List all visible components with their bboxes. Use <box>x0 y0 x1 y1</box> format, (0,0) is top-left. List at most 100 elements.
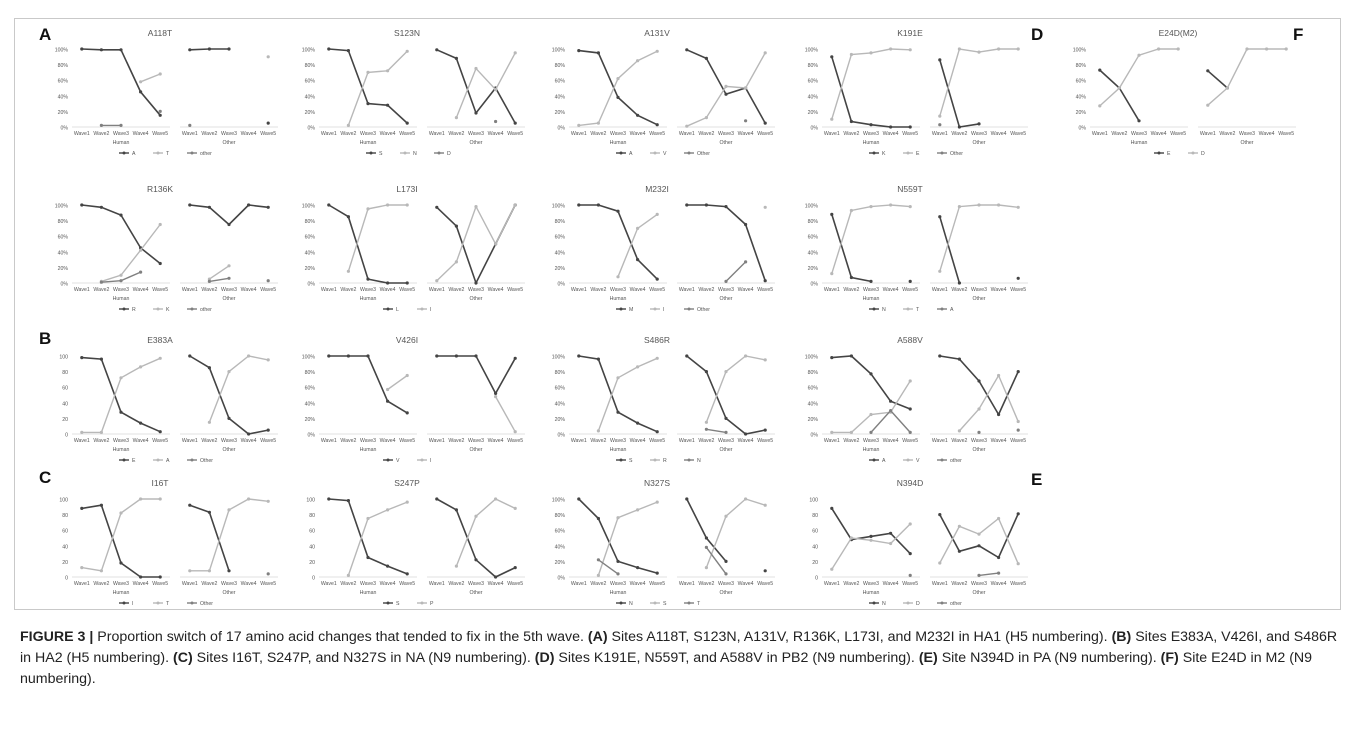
x-tick-label: Wave4 <box>241 438 257 444</box>
y-tick-label: 20% <box>305 417 316 423</box>
y-tick-label: 0% <box>811 433 819 439</box>
x-tick-label: Wave2 <box>951 131 967 137</box>
y-tick-label: 0% <box>558 282 566 288</box>
y-tick-label: 60% <box>808 235 819 241</box>
legend-label-other: other <box>200 151 212 157</box>
legend-label-other: Other <box>697 151 710 157</box>
x-tick-label: Wave1 <box>824 438 840 444</box>
legend-marker-n <box>619 601 623 605</box>
legend-marker-t <box>906 307 910 311</box>
series-line-t <box>831 204 911 274</box>
series-line-n <box>706 428 727 434</box>
x-tick-label: Wave1 <box>679 287 695 293</box>
data-point-other <box>99 280 103 284</box>
x-tick-label: Wave5 <box>507 438 523 444</box>
legend-label-a: A <box>882 458 886 464</box>
chart-title: M232I <box>645 184 669 194</box>
series-line-t <box>140 73 161 83</box>
data-point-d <box>1176 47 1180 51</box>
x-tick-label: Wave4 <box>991 131 1007 137</box>
x-tick-label: Wave5 <box>507 131 523 137</box>
legend-marker-i <box>653 307 657 311</box>
panel-letter-b: B <box>39 329 52 348</box>
x-tick-label: Wave3 <box>221 287 237 293</box>
x-tick-label: Wave4 <box>738 131 754 137</box>
y-tick-label: 0% <box>308 282 316 288</box>
legend-marker-d <box>437 151 441 155</box>
x-tick-label: Wave1 <box>1200 131 1216 137</box>
panel-letter-d: D <box>1031 25 1044 44</box>
y-tick-label: 20% <box>58 266 69 272</box>
series-line-r <box>597 357 658 432</box>
x-tick-label: Wave1 <box>321 287 337 293</box>
x-tick-label: Wave5 <box>152 287 168 293</box>
caption-item-b: Sites E383A, V426I, and S486R in HA2 (H5… <box>20 629 1338 666</box>
x-tick-label: Wave1 <box>571 581 587 587</box>
y-tick-label: 80 <box>309 513 315 519</box>
x-tick-label: Wave3 <box>718 131 734 137</box>
y-tick-label: 60% <box>305 79 316 85</box>
chart-title: A131V <box>644 28 670 38</box>
legend-label-k: K <box>166 307 170 313</box>
x-tick-label: Wave3 <box>863 287 879 293</box>
y-tick-label: 60% <box>1076 79 1087 85</box>
y-tick-label: 60% <box>555 235 566 241</box>
legend-label-i: I <box>132 601 133 607</box>
y-tick-label: 20% <box>305 266 316 272</box>
y-tick-label: 100% <box>1073 48 1087 54</box>
legend-label-i: I <box>430 458 431 464</box>
series-line-e <box>189 355 269 435</box>
series-line-s <box>705 498 766 568</box>
x-tick-label: Wave3 <box>610 131 626 137</box>
x-tick-label: Wave3 <box>971 581 987 587</box>
legend-marker-a <box>872 458 876 462</box>
x-tick-label: Wave3 <box>468 287 484 293</box>
series-line-e <box>939 48 1019 117</box>
y-tick-label: 60% <box>305 386 316 392</box>
data-point-v <box>327 354 331 358</box>
x-tick-label: Wave2 <box>698 438 714 444</box>
series-line-a <box>831 355 911 410</box>
legend-marker-other <box>190 458 194 462</box>
series-line-r <box>189 204 269 226</box>
x-tick-label: Wave3 <box>468 581 484 587</box>
legend-marker-n <box>403 151 407 155</box>
series-line-other <box>978 572 999 577</box>
data-point-other <box>744 119 748 123</box>
y-tick-label: 60% <box>808 386 819 392</box>
x-tick-label: Wave4 <box>380 287 396 293</box>
series-line-p <box>347 501 408 576</box>
x-tick-label: Wave4 <box>488 581 504 587</box>
y-tick-label: 100% <box>55 48 69 54</box>
y-tick-label: 20% <box>808 266 819 272</box>
legend-label-n: N <box>413 151 417 157</box>
x-tick-label: Wave5 <box>399 287 415 293</box>
figure-caption: FIGURE 3 | Proportion switch of 17 amino… <box>20 627 1340 690</box>
group-label: Human <box>610 140 627 146</box>
x-tick-label: Wave1 <box>321 438 337 444</box>
group-label: Human <box>610 590 627 596</box>
y-tick-label: 20% <box>555 417 566 423</box>
x-tick-label: Wave2 <box>698 131 714 137</box>
legend-label-e: E <box>132 458 136 464</box>
x-tick-label: Wave5 <box>902 581 918 587</box>
x-tick-label: Wave2 <box>340 287 356 293</box>
group-label: Other <box>1241 140 1254 146</box>
series-line-n <box>686 498 727 562</box>
series-line-i <box>436 204 516 282</box>
x-tick-label: Wave5 <box>152 438 168 444</box>
legend-label-n: N <box>629 601 633 607</box>
x-tick-label: Wave1 <box>182 438 198 444</box>
x-tick-label: Wave3 <box>468 131 484 137</box>
series-line-r <box>705 355 766 423</box>
x-tick-label: Wave5 <box>649 287 665 293</box>
x-tick-label: Wave2 <box>93 438 109 444</box>
group-label: Human <box>113 590 130 596</box>
y-tick-label: 80% <box>305 63 316 69</box>
chart-title: E383A <box>147 335 173 345</box>
data-point-v <box>435 354 439 358</box>
x-tick-label: Wave3 <box>113 131 129 137</box>
group-label: Other <box>470 140 483 146</box>
